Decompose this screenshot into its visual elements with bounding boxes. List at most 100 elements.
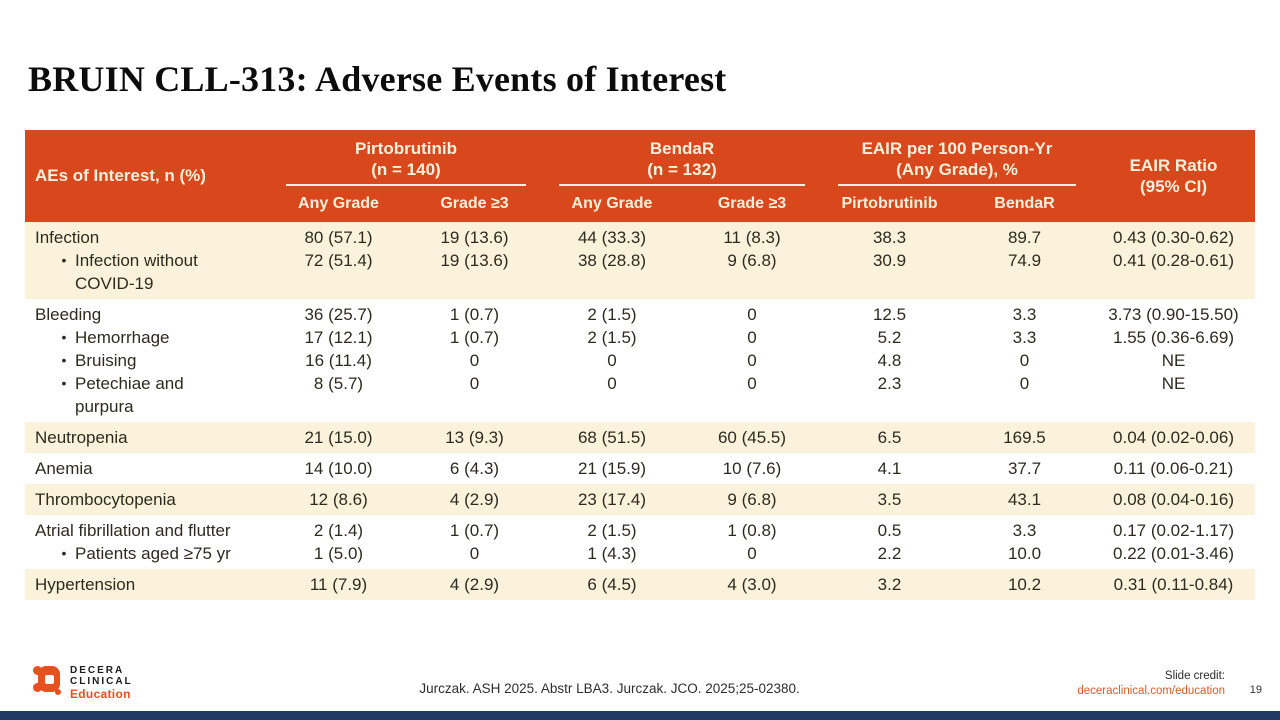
table-cell: 19 (13.6) <box>440 251 509 270</box>
table-cell: 38.3 <box>872 228 907 247</box>
table-cell: 12.5 <box>872 305 907 324</box>
row-label-text: Patients aged ≥75 yr <box>75 544 231 563</box>
table-row: Hypertension 11 (7.9) 4 (2.9) 6 (4.5) 4 (3.0… <box>25 569 1255 600</box>
decera-logo-icon <box>33 663 61 699</box>
group-label: EAIR Ratio <box>1129 156 1218 175</box>
table-cell: 9 (6.8) <box>727 251 777 270</box>
table-cell: 3.5 <box>877 490 902 509</box>
table-cell: 38 (28.8) <box>577 251 647 270</box>
table-cell: 0.17 (0.02-1.17) <box>1113 521 1234 540</box>
table-cell: 1 (0.8) <box>727 521 777 540</box>
table-cell: 0.22 (0.01-3.46) <box>1113 544 1234 563</box>
table-line: Anemia 14 (10.0) 6 (4.3) 21 (15.9) 10 (7.6) 4… <box>25 457 1255 480</box>
table-cell: 0 <box>469 351 480 370</box>
page-title: BRUIN CLL-313: Adverse Events of Interes… <box>28 59 727 99</box>
group-label: EAIR per 100 Person-Yr <box>861 139 1053 158</box>
logo-line-education: Education <box>70 687 131 701</box>
subheader-grade-ge3: Grade ≥3 <box>440 195 509 212</box>
row-label-text: Bleeding <box>35 305 102 324</box>
table-cell: 2 (1.5) <box>587 328 637 347</box>
table-line: Hypertension 11 (7.9) 4 (2.9) 6 (4.5) 4 (3.0… <box>25 573 1255 596</box>
table-cell: 43.1 <box>1007 490 1042 509</box>
column-group-eair: EAIR per 100 Person-Yr (Any Grade), % Pi… <box>822 130 1092 222</box>
table-row: Infection 80 (57.1) 19 (13.6) 44 (33.3) 11 (… <box>25 222 1255 299</box>
table-cell: 3.3 <box>1012 521 1037 540</box>
column-eair-ratio: EAIR Ratio (95% CI) <box>1092 130 1255 222</box>
table-cell: 1 (5.0) <box>313 544 364 563</box>
group-underline <box>838 184 1076 186</box>
group-label: BendaR <box>649 139 715 158</box>
subheader-any-grade: Any Grade <box>571 195 653 212</box>
adverse-events-table: AEs of Interest, n (%) Pirtobrutinib (n … <box>25 130 1255 600</box>
table-line: • Petechiae and purpura 8 (5.7) 0 0 0 2.3 0 NE <box>25 372 1255 418</box>
row-label: Infection <box>25 226 270 249</box>
table-cell: 0 <box>747 544 757 563</box>
table-cell: 4 (3.0) <box>727 575 777 594</box>
row-label: Bleeding <box>25 303 270 326</box>
table-cell: 17 (12.1) <box>304 328 373 347</box>
table-cell: 3.73 (0.90-15.50) <box>1108 305 1239 324</box>
table-cell: 0 <box>607 351 617 370</box>
logo-text: DECERA CLINICAL Education <box>70 663 133 700</box>
table-cell: 74.9 <box>1007 251 1042 270</box>
table-cell: 0.5 <box>877 521 902 540</box>
row-label: • Bruising <box>25 349 270 372</box>
row-label: • Infection without COVID-19 <box>25 249 270 295</box>
table-cell: 4 (2.9) <box>449 575 500 594</box>
group-sublabel: (n = 132) <box>647 160 717 179</box>
slide-credit-link[interactable]: deceraclinical.com/education <box>1077 685 1225 697</box>
table-line: • Hemorrhage 17 (12.1) 1 (0.7) 2 (1.5) 0 5.2 3.… <box>25 326 1255 349</box>
group-title: BendaR (n = 132) <box>542 130 822 180</box>
table-cell: 0.31 (0.11-0.84) <box>1113 575 1234 594</box>
table-cell: 23 (17.4) <box>577 490 647 509</box>
group-sublabel: (Any Grade), % <box>896 160 1018 179</box>
subheader-row: Pirtobrutinib BendaR <box>822 186 1092 222</box>
table-cell: 80 (57.1) <box>304 228 373 247</box>
table-cell: 1 (0.7) <box>449 305 500 324</box>
table-cell: 0 <box>747 374 757 393</box>
subheader-row: Any Grade Grade ≥3 <box>542 186 822 222</box>
row-label: Hypertension <box>25 573 270 596</box>
table-cell: 1 (0.7) <box>449 328 500 347</box>
table-cell: 11 (8.3) <box>723 228 781 247</box>
table-line: • Patients aged ≥75 yr 1 (5.0) 0 1 (4.3) 0 2.2… <box>25 542 1255 565</box>
table-cell: 0.43 (0.30-0.62) <box>1113 228 1234 247</box>
table-row: Thrombocytopenia 12 (8.6) 4 (2.9) 23 (17.4)… <box>25 484 1255 515</box>
table-cell: 1.55 (0.36-6.69) <box>1113 328 1234 347</box>
bullet-icon: • <box>61 329 67 345</box>
table-cell: 5.2 <box>877 328 902 347</box>
table-cell: NE <box>1161 351 1186 370</box>
footer-logo: DECERA CLINICAL Education <box>33 663 133 700</box>
table-line: Neutropenia 21 (15.0) 13 (9.3) 68 (51.5) 60 … <box>25 426 1255 449</box>
table-line: Bleeding 36 (25.7) 1 (0.7) 2 (1.5) 0 12.5 3.3 3… <box>25 303 1255 326</box>
table-cell: 0 <box>747 351 757 370</box>
table-cell: NE <box>1161 374 1186 393</box>
table-cell: 2.2 <box>877 544 902 563</box>
row-label-text: Petechiae and purpura <box>75 374 184 416</box>
table-line: • Infection without COVID-19 72 (51.4) 19 (… <box>25 249 1255 295</box>
table-cell: 169.5 <box>1003 428 1046 447</box>
table-cell: 4.8 <box>877 351 902 370</box>
table-cell: 10 (7.6) <box>722 459 782 478</box>
row-label-text: Hypertension <box>35 575 136 594</box>
group-label: Pirtobrutinib <box>355 139 457 158</box>
table-cell: 0 <box>1019 351 1030 370</box>
citation: Jurczak. ASH 2025. Abstr LBA3. Jurczak. … <box>419 681 800 696</box>
table-cell: 13 (9.3) <box>445 428 504 447</box>
table-cell: 19 (13.6) <box>440 228 509 247</box>
row-label-text: Infection <box>35 228 100 247</box>
row-label: • Hemorrhage <box>25 326 270 349</box>
table-cell: 16 (11.4) <box>305 351 372 370</box>
table-line: Atrial fibrillation and flutter 2 (1.4) 1 … <box>25 519 1255 542</box>
row-label: Anemia <box>25 457 270 480</box>
table-cell: 4.1 <box>877 459 902 478</box>
group-title: EAIR per 100 Person-Yr (Any Grade), % <box>822 130 1092 180</box>
table-body: Infection 80 (57.1) 19 (13.6) 44 (33.3) 11 (… <box>25 222 1255 600</box>
corner-header-cell: AEs of Interest, n (%) <box>35 166 206 185</box>
table-cell: 21 (15.0) <box>304 428 373 447</box>
table-cell: 6.5 <box>877 428 902 447</box>
table-cell: 6 (4.5) <box>587 575 637 594</box>
row-label-text: Hemorrhage <box>75 328 170 347</box>
table-cell: 2.3 <box>877 374 902 393</box>
